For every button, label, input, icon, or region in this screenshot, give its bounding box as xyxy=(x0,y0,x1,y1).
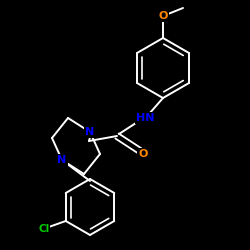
Text: HN: HN xyxy=(136,113,154,123)
Text: N: N xyxy=(58,155,66,165)
Text: O: O xyxy=(158,11,168,21)
Text: Cl: Cl xyxy=(38,224,50,234)
Text: N: N xyxy=(86,127,94,137)
Text: O: O xyxy=(138,149,148,159)
